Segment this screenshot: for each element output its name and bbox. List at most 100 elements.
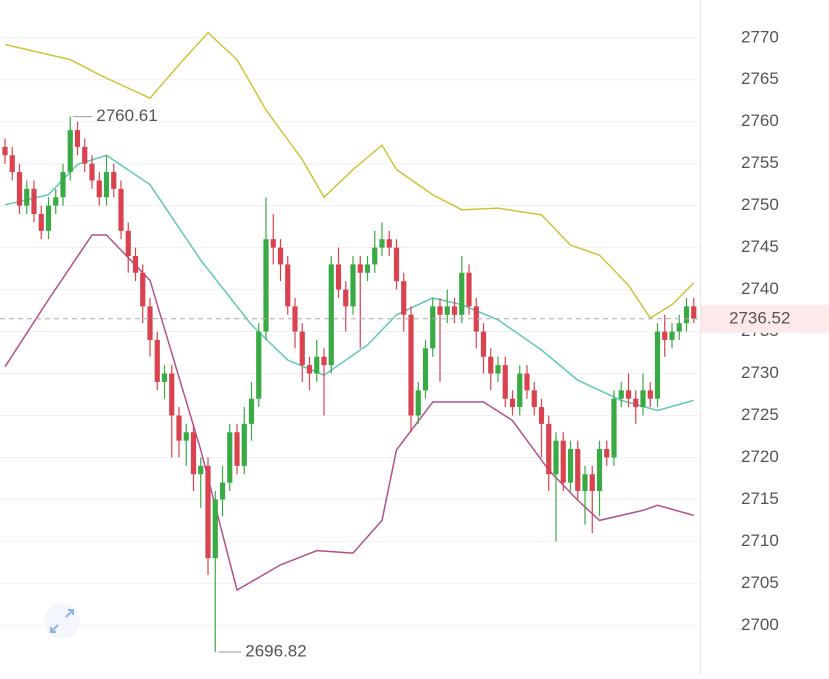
candle-body <box>335 264 342 290</box>
candle-body <box>517 373 523 408</box>
candle-body <box>161 373 168 382</box>
candle-body <box>263 239 269 332</box>
candle-body <box>125 230 131 257</box>
candle-body <box>89 163 95 181</box>
candle-body <box>662 331 668 340</box>
candle-body <box>415 390 421 416</box>
last-price-label: 2736.52 <box>729 308 790 327</box>
candle-body <box>567 449 574 483</box>
candle-body <box>314 356 320 374</box>
low-label: 2696.82 <box>245 641 306 660</box>
candle-body <box>292 306 298 332</box>
candle-body <box>589 474 595 492</box>
candle-body <box>270 239 276 248</box>
expand-icon[interactable] <box>44 603 80 639</box>
candle-body <box>234 432 240 466</box>
y-tick-label: 2765 <box>741 69 779 88</box>
candle-body <box>140 272 146 307</box>
candle-body <box>154 339 160 382</box>
candle-body <box>451 306 458 315</box>
candle-body <box>575 449 581 492</box>
candle-body <box>488 356 494 374</box>
candle-body <box>386 239 392 248</box>
candle-body <box>67 130 73 173</box>
candle-body <box>444 306 450 315</box>
y-tick-label: 2730 <box>741 363 779 382</box>
candle-body <box>111 172 117 189</box>
candle-body <box>379 239 385 248</box>
candle-body <box>553 440 559 475</box>
candle-body <box>466 272 472 307</box>
candle-body <box>321 356 327 366</box>
candle-body <box>277 247 284 265</box>
candle-body <box>437 306 443 315</box>
candle-body <box>640 390 646 408</box>
candle-body <box>473 306 479 332</box>
y-tick-label: 2725 <box>741 405 779 424</box>
candle-body <box>531 390 537 408</box>
candle-body <box>183 432 189 441</box>
candle-body <box>560 440 566 483</box>
high-label: 2760.61 <box>96 106 157 125</box>
y-tick-label: 2750 <box>741 195 779 214</box>
candle-body <box>328 264 334 366</box>
candle-body <box>372 247 378 265</box>
candle-body <box>2 146 8 156</box>
candle-body <box>190 432 197 475</box>
candle-body <box>256 331 262 399</box>
y-tick-label: 2755 <box>741 153 779 172</box>
candle-body <box>343 289 349 307</box>
candle-body <box>306 365 313 374</box>
candle-body <box>647 390 653 399</box>
candle-body <box>24 188 30 206</box>
y-tick-label: 2740 <box>741 279 779 298</box>
y-tick-label: 2720 <box>741 447 779 466</box>
y-tick-label: 2705 <box>741 573 779 592</box>
candle-body <box>538 407 545 424</box>
candle-body <box>364 264 371 273</box>
candle-body <box>38 214 44 231</box>
candle-body <box>169 373 175 416</box>
candle-body <box>350 264 356 307</box>
y-tick-label: 2770 <box>741 27 779 46</box>
candle-body <box>546 423 552 475</box>
candle-body <box>299 331 305 366</box>
y-tick-label: 2715 <box>741 489 779 508</box>
candle-body <box>219 482 226 500</box>
candle-body <box>212 499 218 559</box>
candle-body <box>96 180 102 198</box>
candle-body <box>82 146 88 164</box>
candle-body <box>227 432 233 483</box>
candle-body <box>611 398 617 458</box>
candle-body <box>198 465 204 475</box>
candle-body <box>459 272 465 315</box>
candle-body <box>176 415 182 441</box>
candle-body <box>393 247 400 282</box>
candle-body <box>9 155 15 173</box>
candle-body <box>625 390 632 399</box>
candle-body <box>502 365 508 399</box>
candle-body <box>691 306 697 319</box>
candle-body <box>509 398 516 408</box>
candle-body <box>31 188 37 215</box>
candle-body <box>480 331 487 357</box>
candle-body <box>633 398 639 408</box>
candle-body <box>147 306 153 340</box>
candle-body <box>74 130 81 147</box>
candle-body <box>132 256 139 273</box>
candle-body <box>618 390 624 399</box>
candle-body <box>357 264 363 273</box>
y-tick-label: 2700 <box>741 615 779 634</box>
candle-body <box>604 449 610 458</box>
candle-body <box>654 331 661 399</box>
candle-body <box>248 398 255 424</box>
candle-body <box>683 306 690 324</box>
candle-body <box>285 264 291 307</box>
candle-body <box>408 314 414 416</box>
candle-body <box>53 197 59 206</box>
candle-body <box>524 373 530 391</box>
y-tick-label: 2760 <box>741 111 779 130</box>
candle-body <box>241 423 247 466</box>
